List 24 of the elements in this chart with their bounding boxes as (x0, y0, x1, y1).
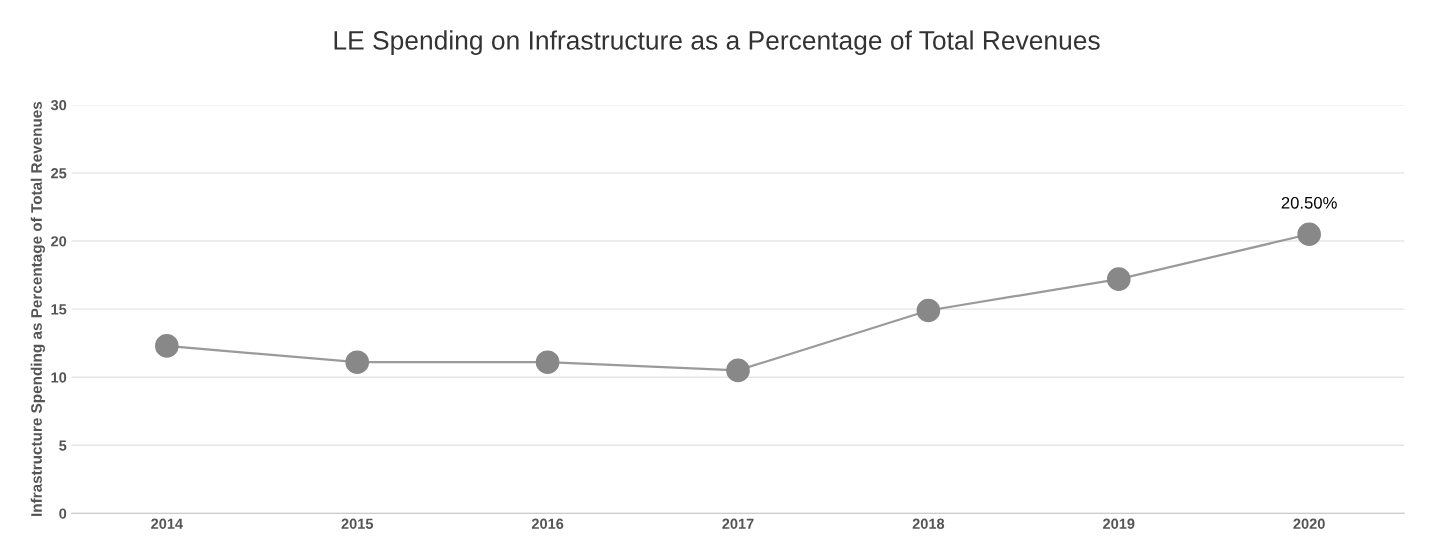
x-tick-label: 2018 (912, 518, 945, 529)
point (1297, 222, 1321, 247)
point (726, 358, 750, 383)
y-tick-label: 25 (51, 168, 67, 179)
y-tick-label: 20 (51, 236, 67, 247)
y-tick-label: 0 (59, 508, 67, 519)
x-tick-label: 2014 (151, 518, 183, 529)
y-axis-title: Infrastructure Spending as Percentage of Total Revenues (30, 101, 46, 516)
y-tick-label: 10 (51, 372, 67, 383)
data-label: 20.50% (1281, 196, 1337, 209)
y-tick-label: 30 (50, 99, 67, 111)
x-tick-label: 2020 (1293, 518, 1325, 529)
x-tick-label: 2016 (531, 518, 564, 529)
chart-title: LE Spending on Infrastructure as a Percentage of Total Revenues (334, 30, 1100, 55)
y-tick-label: 15 (51, 304, 67, 315)
point (1106, 267, 1131, 291)
x-tick-label: 2019 (1103, 518, 1135, 529)
point (535, 350, 560, 375)
point (916, 298, 941, 323)
y-tick-label: 5 (59, 440, 67, 451)
point (155, 334, 179, 358)
x-tick-label: 2017 (722, 518, 754, 529)
point (345, 350, 370, 375)
x-tick-label: 2015 (341, 518, 374, 529)
